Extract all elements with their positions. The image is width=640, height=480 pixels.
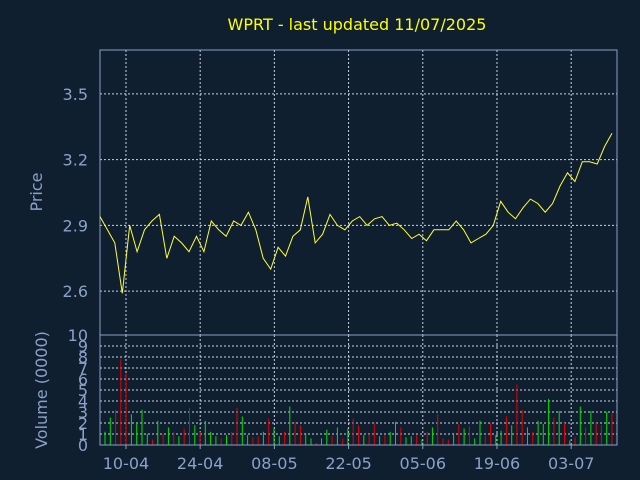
volume-tick-label: 1 xyxy=(78,425,88,444)
volume-tick-label: 2 xyxy=(78,414,88,433)
volume-tick-label: 7 xyxy=(78,359,88,378)
chart-title: WPRT - last updated 11/07/2025 xyxy=(228,15,487,34)
volume-plot-frame xyxy=(99,334,618,446)
price-panel: 2.6 2.9 3.2 3.5 Price xyxy=(27,49,618,336)
price-plot-frame xyxy=(99,49,618,336)
volume-axis-label: Volume (0000) xyxy=(32,331,51,449)
price-axis-label: Price xyxy=(27,172,46,211)
volume-tick-label: 3 xyxy=(78,403,88,422)
volume-bars xyxy=(104,359,613,445)
volume-tick-label: 9 xyxy=(78,337,88,356)
volume-tick-label: 5 xyxy=(78,381,88,400)
x-tick-label: 24-04 xyxy=(177,454,224,473)
x-tick-label: 19-06 xyxy=(474,454,521,473)
volume-tick-label: 6 xyxy=(78,370,88,389)
x-tick-label: 08-05 xyxy=(251,454,298,473)
volume-tick-label: 8 xyxy=(78,348,88,367)
price-tick-label: 2.9 xyxy=(63,216,88,235)
x-tick-label: 05-06 xyxy=(400,454,447,473)
price-tick-label: 3.5 xyxy=(63,85,88,104)
price-y-ticks: 2.6 2.9 3.2 3.5 xyxy=(63,85,88,301)
price-tick-label: 2.6 xyxy=(63,282,88,301)
price-line xyxy=(99,133,613,294)
price-grid xyxy=(100,50,617,335)
date-x-ticks: 10-04 24-04 08-05 22-05 05-06 19-06 03-07 xyxy=(103,445,595,473)
price-tick-label: 3.2 xyxy=(63,151,88,170)
x-tick-label: 10-04 xyxy=(103,454,150,473)
x-tick-label: 22-05 xyxy=(325,454,372,473)
x-tick-label: 03-07 xyxy=(548,454,595,473)
volume-tick-label: 4 xyxy=(78,392,88,411)
volume-tick-label: 0 xyxy=(78,436,88,455)
volume-tick-label: 10 xyxy=(68,326,88,345)
